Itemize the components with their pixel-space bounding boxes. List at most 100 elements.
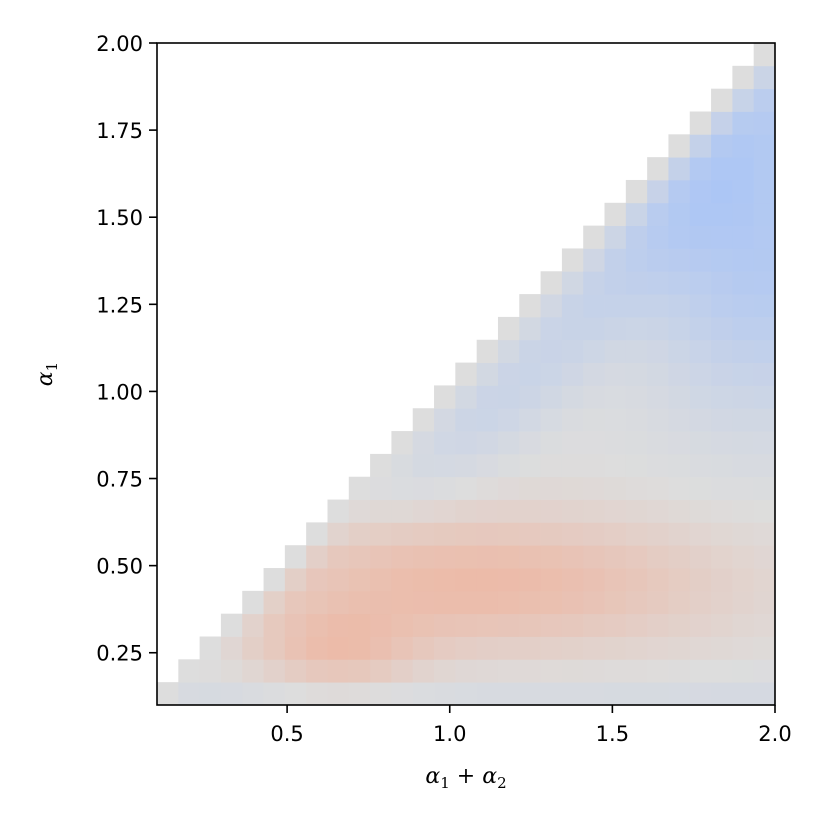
heatmap-cell	[689, 453, 712, 478]
heatmap-cell	[583, 453, 605, 478]
heatmap-cell	[689, 613, 712, 637]
heatmap-cell	[434, 636, 456, 660]
heatmap-cell	[647, 385, 669, 409]
heatmap-cell	[689, 271, 712, 295]
heatmap-cell	[199, 659, 222, 683]
heatmap-cell	[519, 499, 541, 523]
heatmap-cell	[711, 568, 733, 592]
heatmap-cell	[540, 271, 563, 295]
heatmap-cell	[199, 636, 222, 660]
heatmap-cell	[604, 431, 627, 455]
heatmap-cell	[668, 408, 691, 432]
heatmap-cell	[689, 134, 712, 158]
heatmap-cell	[604, 453, 627, 478]
heatmap-cell	[561, 613, 584, 637]
heatmap-cell	[412, 613, 435, 637]
heatmap-cell	[412, 568, 435, 592]
heatmap-cell	[668, 590, 691, 615]
heatmap-cell	[561, 339, 584, 363]
heatmap-cell	[689, 568, 712, 592]
heatmap-cell	[647, 316, 669, 341]
heatmap-cell	[753, 568, 776, 592]
heatmap-cell	[583, 636, 605, 660]
heatmap-cell	[647, 568, 669, 592]
heatmap-cell	[519, 385, 541, 409]
heatmap-cell	[753, 522, 776, 546]
heatmap-cell	[711, 271, 733, 295]
heatmap-cell	[668, 202, 691, 227]
heatmap-cell	[668, 294, 691, 318]
heatmap-cell	[753, 248, 776, 272]
heatmap-cell	[455, 659, 478, 683]
heatmap-cell	[412, 431, 435, 455]
heatmap-cell	[561, 431, 584, 455]
heatmap-cell	[327, 499, 350, 523]
heatmap-cell	[497, 636, 520, 660]
heatmap-cell	[540, 339, 563, 363]
heatmap-cell	[668, 659, 691, 683]
heatmap-cell	[753, 179, 776, 204]
plot-frame	[156, 42, 776, 706]
heatmap-cell	[497, 499, 520, 523]
heatmap-cell	[753, 43, 776, 67]
heatmap-cell	[561, 476, 584, 500]
heatmap-cell	[711, 294, 733, 318]
x-tick-label: 2.0	[758, 722, 791, 746]
heatmap-cell	[583, 408, 605, 432]
heatmap-cell	[625, 202, 648, 227]
heatmap-cell	[732, 590, 755, 615]
heatmap-cell	[753, 659, 776, 683]
heatmap-cell	[711, 408, 733, 432]
heatmap-cell	[434, 431, 456, 455]
heatmap-cell	[711, 157, 733, 181]
heatmap-cell	[263, 590, 286, 615]
heatmap-cell	[519, 682, 541, 706]
heatmap-cell	[647, 225, 669, 249]
heatmap-cell	[263, 682, 286, 706]
heatmap-cell	[263, 568, 286, 592]
heatmap-cell	[370, 613, 392, 637]
heatmap-cell	[647, 499, 669, 523]
heatmap-cell	[753, 682, 776, 706]
heatmap-cell	[711, 316, 733, 341]
heatmap-cell	[284, 636, 307, 660]
heatmap-cell	[732, 111, 755, 135]
heatmap-cell	[455, 362, 478, 386]
heatmap-cell	[689, 294, 712, 318]
heatmap-cell	[391, 476, 414, 500]
heatmap-cell	[583, 545, 605, 569]
heatmap-cell	[604, 294, 627, 318]
heatmap-cell	[711, 659, 733, 683]
heatmap-cell	[540, 590, 563, 615]
heatmap-cell	[625, 431, 648, 455]
heatmap-cell	[157, 682, 179, 706]
heatmap-cell	[604, 476, 627, 500]
y-tick-label: 2.00	[96, 32, 143, 56]
heatmap-cell	[476, 362, 499, 386]
heatmap-cell	[561, 362, 584, 386]
heatmap-cell	[391, 545, 414, 569]
heatmap-cell	[476, 476, 499, 500]
heatmap-cell	[519, 568, 541, 592]
heatmap-cell	[540, 385, 563, 409]
heatmap-cell	[732, 545, 755, 569]
heatmap-cell	[348, 499, 371, 523]
heatmap-cell	[625, 362, 648, 386]
heatmap-cell	[647, 408, 669, 432]
heatmap-cell	[583, 271, 605, 295]
heatmap-cell	[668, 682, 691, 706]
heatmap-cell	[604, 545, 627, 569]
heatmap-cell	[668, 134, 691, 158]
heatmap-cell	[434, 613, 456, 637]
heatmap-cell	[668, 431, 691, 455]
heatmap-cell	[753, 385, 776, 409]
y-tick-label: 1.75	[96, 119, 143, 143]
heatmap-cell	[689, 431, 712, 455]
heatmap-cell	[711, 476, 733, 500]
heatmap-cell	[434, 590, 456, 615]
heatmap-cell	[753, 316, 776, 341]
heatmap-cell	[689, 316, 712, 341]
x-axis: 0.5 1.0 1.5 2.0	[270, 705, 792, 746]
heatmap-cell	[263, 659, 286, 683]
heatmap-cell	[178, 682, 201, 706]
